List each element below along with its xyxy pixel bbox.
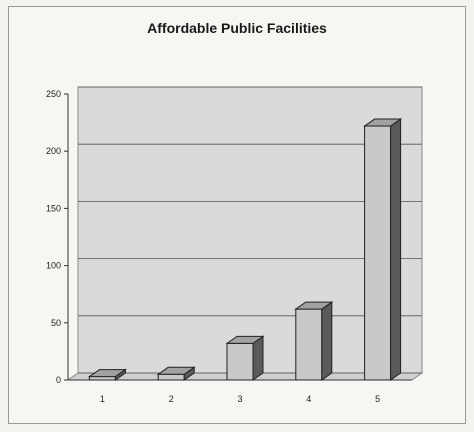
bar: [225, 335, 265, 381]
bar-top-face: [87, 369, 127, 378]
bar-front-face: [88, 376, 116, 381]
bars: [87, 118, 403, 381]
bar-side-face: [321, 301, 333, 381]
y-tick-label: 150: [46, 203, 61, 213]
bar: [294, 301, 334, 381]
x-tick-label: 3: [237, 394, 242, 404]
bar-front-face: [157, 373, 185, 381]
bar-top-face: [294, 301, 334, 310]
bar-front-face: [295, 308, 323, 381]
chart-title: Affordable Public Facilities: [147, 20, 327, 36]
bar-top-face: [363, 118, 403, 127]
bar-front-face: [364, 125, 392, 381]
y-tick-label: 0: [56, 375, 61, 385]
x-tick-label: 1: [100, 394, 105, 404]
y-axis-tick-labels: 0 50 100 150 200 250: [46, 89, 61, 385]
y-tick-label: 200: [46, 146, 61, 156]
y-tick-label: 50: [51, 318, 61, 328]
bar: [363, 118, 403, 381]
bar: [156, 366, 196, 381]
x-axis-tick-labels: 1 2 3 4 5: [100, 394, 380, 404]
bar-top-face: [156, 366, 196, 375]
bar-side-face: [390, 118, 402, 381]
bar-front-face: [226, 342, 254, 381]
y-tick-label: 100: [46, 261, 61, 271]
bar-top-face: [225, 335, 265, 344]
y-tick-label: 250: [46, 89, 61, 99]
x-tick-label: 2: [169, 394, 174, 404]
x-tick-label: 4: [306, 394, 311, 404]
x-tick-label: 5: [375, 394, 380, 404]
bar: [87, 368, 127, 381]
